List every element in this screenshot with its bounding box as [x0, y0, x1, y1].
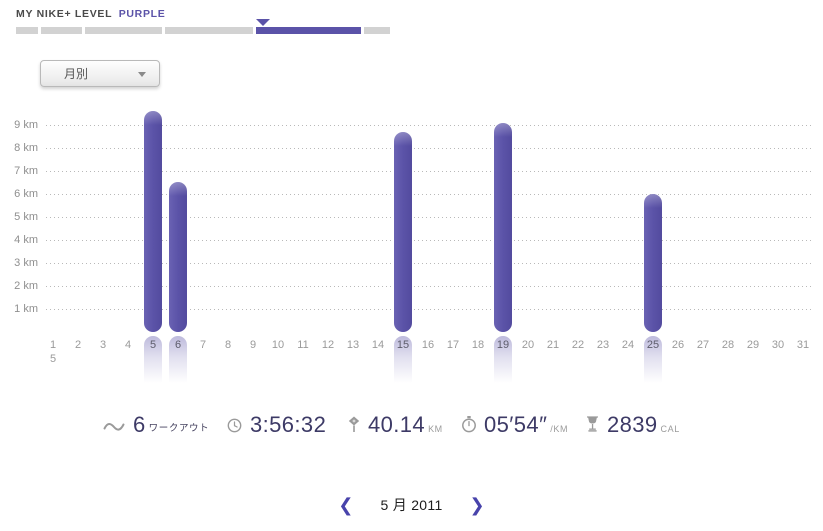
stat-pace-value: 05′54″: [484, 412, 548, 437]
progress-segment: [85, 27, 162, 34]
stat-distance-value: 40.14: [368, 412, 426, 437]
distance-bar-day-5[interactable]: [144, 111, 162, 332]
x-tick-label: 15: [396, 339, 410, 351]
gridline: [46, 240, 812, 241]
x-tick-label: 29: [746, 339, 760, 351]
stat-distance-unit: KM: [428, 424, 443, 434]
x-tick-label: 31: [796, 339, 810, 351]
x-tick-label: 14: [371, 339, 385, 351]
progress-segment: [41, 27, 82, 34]
gridline: [46, 286, 812, 287]
stat-workouts-value: 6: [133, 412, 146, 437]
x-tick-label: 17: [446, 339, 460, 351]
stat-calories-value: 2839: [607, 412, 658, 437]
pin-icon: [348, 416, 360, 432]
chevron-down-icon: [138, 72, 146, 77]
gridline: [46, 217, 812, 218]
y-tick-label: 1 km: [14, 303, 38, 315]
period-dropdown[interactable]: 月別: [40, 60, 160, 87]
page-title: MY NIKE+ LEVEL PURPLE: [16, 8, 165, 20]
stat-calories-unit: CAL: [660, 424, 680, 434]
gridline: [46, 125, 812, 126]
bar-reflection: [144, 336, 162, 383]
stopwatch-icon: [462, 416, 476, 433]
x-tick-label: 21: [546, 339, 560, 351]
x-tick-label: 7: [199, 339, 207, 351]
x-tick-label: 16: [421, 339, 435, 351]
distance-bar-day-6[interactable]: [169, 182, 187, 332]
stat-duration: 3:56:32: [227, 411, 329, 437]
y-tick-label: 3 km: [14, 257, 38, 269]
x-tick-label: 11: [297, 339, 309, 351]
level-progress-bar: [16, 27, 390, 34]
gridline: [46, 148, 812, 149]
level-name: PURPLE: [118, 8, 166, 20]
x-tick-label: 1: [49, 339, 57, 351]
x-tick-sublabel: 5: [49, 353, 57, 365]
x-tick-label: 3: [99, 339, 107, 351]
bar-reflection: [494, 336, 512, 383]
stat-duration-value: 3:56:32: [250, 412, 327, 437]
progress-segment-active: [256, 27, 361, 34]
x-tick-label: 19: [496, 339, 510, 351]
y-tick-label: 2 km: [14, 280, 38, 292]
stat-workouts-unit: ワークアウト: [148, 423, 210, 434]
progress-segment: [165, 27, 253, 34]
stat-workouts: 6 ワークアウト: [103, 411, 210, 437]
y-tick-label: 8 km: [14, 142, 38, 154]
x-tick-label: 22: [571, 339, 585, 351]
bar-reflection: [169, 336, 187, 383]
clock-icon: [227, 418, 242, 433]
y-tick-label: 6 km: [14, 188, 38, 200]
prev-month-button[interactable]: ❮: [338, 495, 354, 515]
x-tick-label: 2: [74, 339, 82, 351]
level-title-text: MY NIKE+ LEVEL: [16, 8, 113, 20]
level-marker-icon: [256, 19, 270, 26]
x-tick-label: 30: [771, 339, 785, 351]
x-tick-label: 24: [621, 339, 635, 351]
x-tick-label: 8: [224, 339, 232, 351]
x-tick-label: 4: [124, 339, 132, 351]
x-tick-label: 28: [721, 339, 735, 351]
stat-pace-unit: /KM: [550, 424, 569, 434]
wave-icon: [103, 423, 125, 431]
x-tick-label: 6: [174, 339, 182, 351]
x-tick-label: 18: [471, 339, 485, 351]
x-tick-label: 27: [696, 339, 710, 351]
bar-reflection: [644, 336, 662, 383]
distance-bar-chart: 9 km 8 km 7 km 6 km 5 km 4 km 3 km 2 km 1 km 1 5 2 3…: [14, 111, 812, 383]
x-tick-label: 13: [346, 339, 360, 351]
x-tick-label: 20: [521, 339, 535, 351]
month-navigation: ❮ 5 月 2011 ❯: [0, 495, 823, 515]
x-tick-label: 25: [646, 339, 660, 351]
period-dropdown-value: 月別: [64, 67, 89, 81]
x-tick-label: 9: [249, 339, 257, 351]
progress-segment: [364, 27, 390, 34]
y-tick-label: 9 km: [14, 119, 38, 131]
y-tick-label: 5 km: [14, 211, 38, 223]
month-label: 5 月 2011: [380, 497, 443, 513]
distance-bar-day-15[interactable]: [394, 132, 412, 332]
y-tick-label: 7 km: [14, 165, 38, 177]
distance-bar-day-19[interactable]: [494, 123, 512, 332]
stat-pace: 05′54″ /KM: [462, 411, 569, 437]
progress-segment: [16, 27, 38, 34]
gridline: [46, 194, 812, 195]
distance-bar-day-25[interactable]: [644, 194, 662, 332]
x-tick-label: 26: [671, 339, 685, 351]
x-tick-label: 23: [596, 339, 610, 351]
stat-calories: 2839 CAL: [586, 411, 680, 437]
stat-distance: 40.14 KM: [348, 411, 443, 437]
y-tick-label: 4 km: [14, 234, 38, 246]
bar-reflection: [394, 336, 412, 383]
gridline: [46, 171, 812, 172]
x-tick-label: 12: [321, 339, 335, 351]
x-tick-label: 5: [149, 339, 157, 351]
gridline: [46, 309, 812, 310]
trophy-icon: [587, 416, 598, 432]
x-tick-label: 10: [271, 339, 285, 351]
next-month-button[interactable]: ❯: [469, 495, 485, 515]
gridline: [46, 263, 812, 264]
